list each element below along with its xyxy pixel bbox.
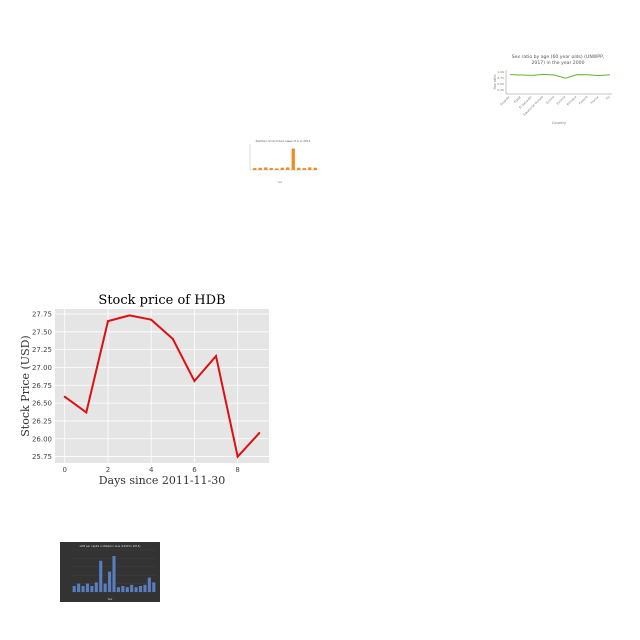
- y-tick-label: 26.75: [32, 382, 52, 390]
- bar: [297, 167, 301, 170]
- x-axis-label: Country: [552, 121, 567, 125]
- data-point: [171, 337, 174, 340]
- orange-bar-chart: Number of recorded cases of A in 2013 Ye…: [249, 139, 318, 184]
- y-tick-label: 27.75: [32, 310, 52, 318]
- chart-title: Stock price of HDB: [98, 293, 225, 308]
- bar: [275, 168, 279, 170]
- bar: [85, 583, 90, 592]
- chart-title: GDP per capita in Western Asia (1990 to …: [80, 544, 141, 548]
- bar: [90, 586, 94, 592]
- bar: [77, 583, 81, 592]
- data-point: [106, 320, 109, 323]
- bar: [134, 587, 138, 592]
- bar: [130, 584, 134, 592]
- y-tick-label: 26.00: [32, 435, 52, 443]
- bar: [280, 167, 284, 170]
- y-tick-label: 25.75: [32, 453, 52, 461]
- bar-group: [72, 556, 156, 592]
- x-tick-label: Egypt: [513, 94, 523, 104]
- x-tick-label: Eritrea: [545, 95, 555, 105]
- data-point: [193, 380, 196, 383]
- y-axis-label: Sex ratio: [493, 74, 497, 89]
- data-point: [236, 455, 239, 458]
- data-point: [85, 411, 88, 414]
- bar: [302, 168, 306, 170]
- y-tick-label: 26.25: [32, 417, 52, 425]
- bar: [269, 168, 273, 170]
- bar: [125, 587, 129, 592]
- x-tick-label: 8: [235, 466, 239, 474]
- x-axis-label: Year: [107, 598, 112, 601]
- bar: [313, 167, 317, 170]
- x-tick-labels: 0 2 4 6 8: [62, 466, 239, 474]
- series-line: [509, 73, 611, 79]
- x-tick-label: France: [590, 95, 600, 105]
- bar: [108, 571, 112, 592]
- x-tick-label: Equatorial Guinea: [522, 95, 544, 117]
- grid-lines: [55, 309, 269, 463]
- x-tick-label: Finland: [578, 95, 588, 105]
- y-tick-label: 26.50: [32, 400, 52, 408]
- bar: [143, 584, 147, 592]
- x-tick-label: 0: [62, 466, 66, 474]
- bar: [121, 586, 125, 592]
- x-axis-label: Days since 2011-11-30: [99, 474, 226, 487]
- bar: [103, 583, 107, 592]
- bar: [286, 167, 290, 170]
- x-tick-label: 2: [106, 466, 110, 474]
- svg-text:0.75: 0.75: [497, 76, 504, 80]
- series-line: [64, 314, 261, 459]
- bar: [81, 586, 85, 592]
- svg-text:1.00: 1.00: [497, 70, 504, 74]
- bar: [258, 167, 262, 170]
- bar: [152, 582, 156, 592]
- x-tick-label: 6: [192, 466, 197, 474]
- bar: [112, 556, 116, 592]
- svg-text:0.50: 0.50: [497, 82, 504, 86]
- y-tick-labels: 25.75 26.00 26.25 26.50 26.75 27.00 27.25 27.50…: [32, 310, 52, 461]
- bar: [264, 167, 268, 170]
- y-tick-label: 27.25: [32, 346, 52, 354]
- x-tick-label: Ethiopia: [566, 95, 578, 107]
- svg-text:0.25: 0.25: [497, 88, 504, 92]
- sex-ratio-chart: Sex ratio by age (60 year olds) (UNWPP, …: [493, 54, 612, 125]
- x-tick-label: Estonia: [556, 95, 567, 106]
- x-axis-label: Year: [277, 181, 282, 184]
- chart-title-line1: Sex ratio by age (60 year olds) (UNWPP,: [512, 54, 605, 60]
- data-point: [215, 355, 218, 358]
- chart-title-line2: 2017) in the year 2000: [532, 60, 585, 66]
- bar: [253, 168, 257, 170]
- data-point: [150, 318, 153, 321]
- stock-price-chart: Stock price of HDB 25.7526.0026.2526.502…: [19, 293, 269, 487]
- bar: [138, 586, 143, 592]
- x-tick-label: 4: [149, 466, 154, 474]
- y-tick-label: 27.00: [32, 364, 52, 372]
- data-point: [63, 395, 66, 398]
- y-tick-label: 27.50: [32, 328, 52, 336]
- data-point: [128, 314, 131, 317]
- y-tick-labels: 1.00 0.75 0.50 0.25: [497, 70, 504, 92]
- bar: [116, 587, 120, 592]
- bar: [147, 577, 151, 592]
- dark-bar-chart: GDP per capita in Western Asia (1990 to …: [60, 542, 160, 602]
- bar: [291, 148, 295, 170]
- data-point: [258, 432, 261, 435]
- bar: [72, 586, 76, 592]
- bar-group: [253, 148, 317, 170]
- x-tick-label: Ecuador: [499, 94, 511, 106]
- bar: [308, 167, 312, 170]
- x-tick-label: Fiji: [605, 95, 611, 101]
- y-axis-label: Stock Price (USD): [19, 335, 32, 436]
- chart-title: Number of recorded cases of A in 2013: [256, 139, 311, 143]
- bar: [99, 560, 103, 592]
- bar: [94, 582, 98, 592]
- series-points: [63, 314, 261, 458]
